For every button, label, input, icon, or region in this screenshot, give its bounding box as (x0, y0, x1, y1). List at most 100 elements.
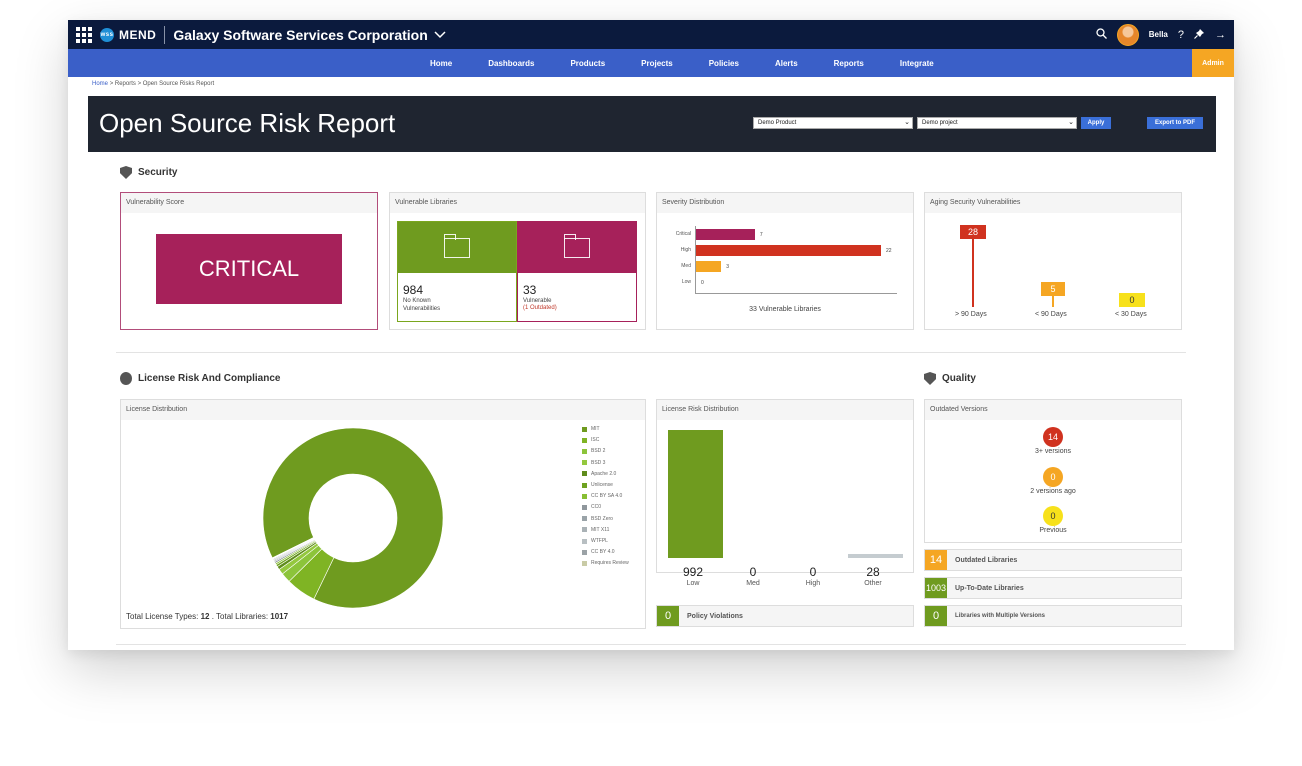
project-select[interactable]: Demo project ⌄ (917, 117, 1077, 129)
quality-strip-count: 1003 (925, 578, 947, 598)
mend-logo-mark: wss (100, 27, 114, 42)
vulnerable-libraries-tile[interactable]: 33 Vulnerable (1 Outdated) (517, 221, 637, 322)
aging-label-90-plus: > 90 Days (955, 311, 987, 318)
severity-distribution-card: Severity Distribution Critical 7 High 22 Med… (656, 192, 914, 330)
nav-policies[interactable]: Policies (708, 58, 739, 68)
policy-violations-strip[interactable]: 0 Policy Violations (656, 605, 914, 627)
license-title-text: License Risk And Compliance (138, 373, 281, 384)
legend-item[interactable]: Apache 2.0 (582, 471, 616, 477)
outdated-versions-label: 3+ versions (1035, 448, 1071, 455)
quality-strip-label: Outdated Libraries (955, 556, 1018, 564)
card-title: License Distribution (121, 400, 645, 420)
org-selector[interactable]: Galaxy Software Services Corporation (173, 26, 428, 43)
legend-swatch (582, 516, 587, 522)
severity-bar[interactable] (696, 245, 881, 256)
nav-admin[interactable]: Admin (1192, 49, 1234, 77)
legend-item[interactable]: CC0 (582, 504, 601, 510)
mend-logo[interactable]: wss MEND (100, 27, 157, 42)
safe-libraries-tile[interactable]: 984 No Known Vulnerabilities (397, 221, 517, 322)
aging-value-under-90: 5 (1041, 282, 1065, 296)
quality-section-title: Quality (924, 372, 976, 385)
legend-label: CC BY 4.0 (591, 549, 615, 556)
severity-bar[interactable] (696, 229, 755, 240)
outdated-versions-card: Outdated Versions 14 3+ versions 0 2 versio… (924, 399, 1182, 543)
vulnerable-libraries-head (518, 222, 636, 273)
nav-products[interactable]: Products (570, 58, 606, 68)
license-risk-bar[interactable] (668, 430, 723, 558)
legend-label: ISC (591, 437, 600, 444)
license-risk-category: Med (746, 580, 760, 587)
license-risk-bar[interactable] (848, 554, 903, 558)
shield-check-icon (924, 372, 936, 385)
nav-home[interactable]: Home (430, 58, 453, 68)
legend-label: BSD Zero (591, 515, 613, 522)
quality-strip[interactable]: 0 Libraries with Multiple Versions (924, 605, 1182, 627)
export-pdf-button[interactable]: Export to PDF (1147, 117, 1203, 129)
chevron-down-icon[interactable] (434, 28, 446, 42)
legend-swatch (582, 426, 587, 432)
legend-item[interactable]: ISC (582, 437, 599, 443)
card-title: License Risk Distribution (657, 400, 913, 420)
product-select[interactable]: Demo Product ⌄ (753, 117, 913, 129)
license-risk-category: High (805, 580, 821, 587)
legend-item[interactable]: WTFPL (582, 538, 608, 544)
legend-label: Unlicense (591, 482, 613, 488)
card-title: Aging Security Vulnerabilities (925, 193, 1181, 213)
mend-brand-text: MEND (119, 27, 157, 42)
vulnerability-score-badge: CRITICAL (156, 234, 342, 304)
chevron-down-icon: ⌄ (1068, 119, 1074, 126)
breadcrumb-reports[interactable]: Reports (114, 81, 136, 87)
legend-item[interactable]: CC BY 4.0 (582, 549, 615, 555)
legend-item[interactable]: BSD Zero (582, 516, 613, 522)
product-select-value: Demo Product (758, 120, 797, 126)
legend-item[interactable]: Unlicense (582, 482, 613, 488)
nav-reports[interactable]: Reports (833, 58, 864, 68)
apps-grid-icon[interactable] (76, 26, 92, 43)
aging-value-90-plus: 28 (960, 225, 986, 239)
user-name[interactable]: Bella (1148, 30, 1168, 39)
license-risk-category: Other (864, 580, 882, 587)
card-title: Outdated Versions (925, 400, 1181, 420)
license-section-title: License Risk And Compliance (120, 372, 280, 385)
security-title-text: Security (138, 167, 178, 178)
pin-icon[interactable] (1194, 28, 1205, 42)
legend-swatch (582, 482, 587, 488)
app-window: wss MEND Galaxy Software Services Corpor… (68, 20, 1234, 650)
apply-button[interactable]: Apply (1081, 117, 1111, 129)
nav-projects[interactable]: Projects (641, 58, 673, 68)
legend-item[interactable]: MIT X11 (582, 527, 609, 533)
award-ribbon-icon (120, 372, 132, 385)
outdated-versions-count: 0 (1043, 506, 1063, 526)
nav-dashboards[interactable]: Dashboards (488, 58, 535, 68)
donut-slice[interactable] (271, 537, 315, 559)
legend-item[interactable]: BSD 3 (582, 460, 605, 466)
total-types-prefix: Total License Types: (126, 612, 199, 621)
license-risk-value: 992 (682, 565, 704, 579)
legend-label: MIT (591, 426, 600, 432)
legend-item[interactable]: BSD 2 (582, 448, 605, 454)
severity-x-axis (695, 293, 897, 294)
shield-icon (120, 166, 132, 179)
avatar[interactable] (1116, 23, 1139, 46)
aging-vulnerabilities-card: Aging Security Vulnerabilities 28 > 90 D… (924, 192, 1182, 330)
legend-item[interactable]: CC BY SA 4.0 (582, 493, 622, 499)
nav-integrate[interactable]: Integrate (899, 58, 934, 68)
legend-item[interactable]: Requires Review (582, 560, 629, 566)
nav-alerts[interactable]: Alerts (774, 58, 798, 68)
breadcrumb-home[interactable]: Home (92, 81, 109, 87)
total-types-value: 12 (200, 612, 210, 621)
search-icon[interactable] (1096, 27, 1107, 42)
aging-label-under-90: < 90 Days (1035, 311, 1067, 318)
legend-swatch (582, 527, 587, 533)
breadcrumb: Home > Reports > Open Source Risks Repor… (92, 81, 214, 87)
legend-item[interactable]: MIT (582, 426, 600, 432)
severity-bar[interactable] (696, 261, 722, 272)
card-title: Vulnerability Score (121, 193, 377, 213)
legend-label: CC0 (591, 504, 602, 511)
logout-icon[interactable]: → (1215, 28, 1226, 41)
donut-slice[interactable] (262, 427, 444, 609)
help-icon[interactable]: ? (1177, 28, 1184, 41)
quality-strip[interactable]: 1003 Up-To-Date Libraries (924, 577, 1182, 599)
severity-axis-label: Med (681, 263, 691, 269)
quality-strip[interactable]: 14 Outdated Libraries (924, 549, 1182, 571)
